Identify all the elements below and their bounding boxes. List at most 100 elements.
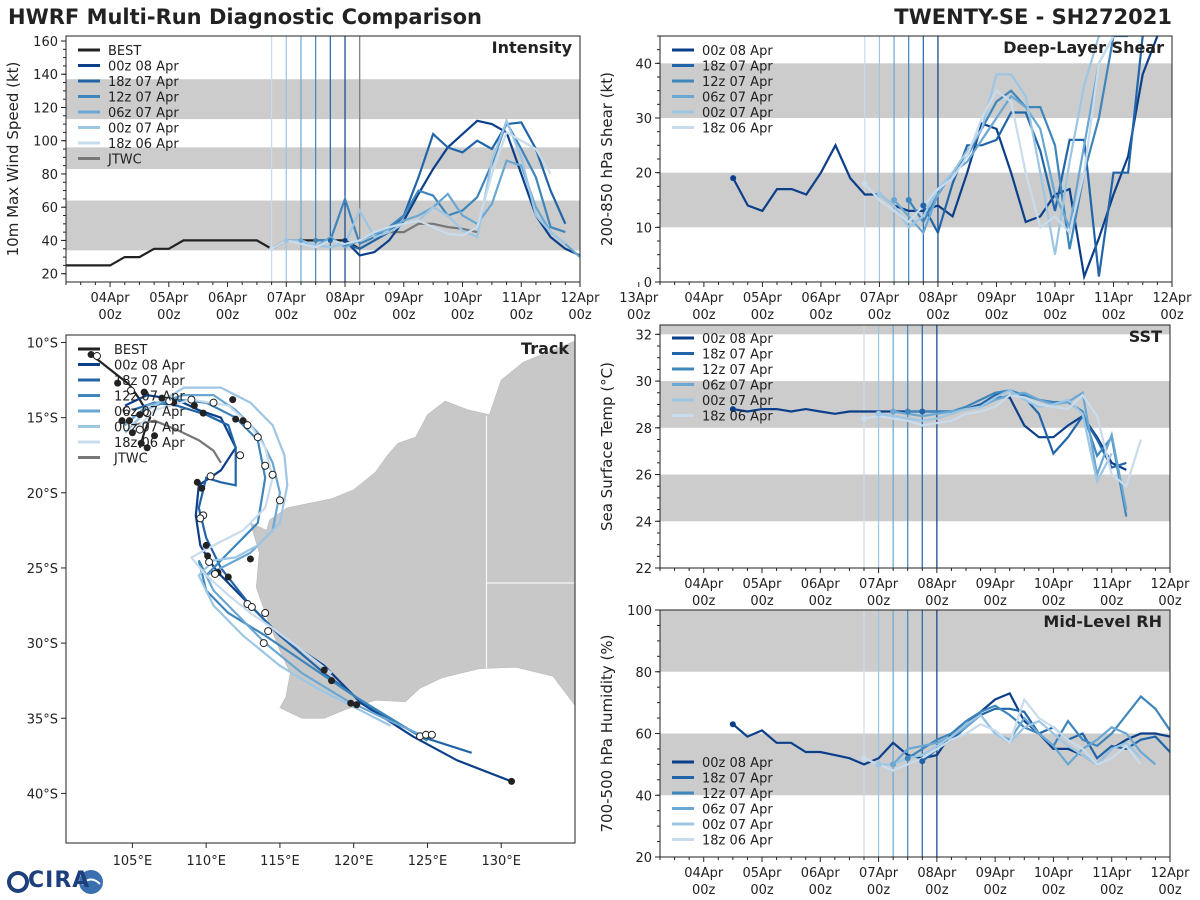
y-tick-label: 20 [635,851,652,866]
sst-y-axis-label: Sea Surface Temp (°C) [598,362,616,531]
lon-tick-label: 110°E [186,854,226,869]
y-tick-label: 160 [33,35,58,50]
x-tick-label-hour: 00z [1042,883,1066,898]
init-marker [729,721,736,728]
x-tick-label-hour: 00z [627,308,651,323]
track-marker-open [143,409,152,418]
x-tick-label: 08Apr [917,577,957,592]
x-tick-label-hour: 00z [392,308,416,323]
y-tick-label: 140 [33,68,58,83]
y-tick-label: 20 [635,167,652,182]
track-marker-open [264,627,273,636]
storm-id: TWENTY-SE - SH272021 [894,5,1172,29]
x-tick-label: 11Apr [1094,291,1134,306]
x-tick-label-hour: 00z [275,308,299,323]
x-tick-label-hour: 00z [751,308,775,323]
x-tick-label: 12Apr [1152,291,1192,306]
threshold-band [660,733,1170,796]
series-line-00z-07-apr [878,36,1100,255]
x-tick-label-hour: 00z [750,594,774,609]
lat-tick-label: 25°S [27,562,58,577]
x-tick-label-hour: 00z [216,308,240,323]
legend-label: 18z 07 Apr [108,75,179,90]
figure-title: HWRF Multi-Run Diagnostic Comparison [8,5,483,29]
init-marker [876,191,883,198]
track-marker-open [427,730,436,739]
x-tick-label-hour: 00z [868,308,892,323]
lat-tick-label: 30°S [27,637,58,652]
series-line-06z-07-apr [300,159,580,258]
x-tick-label: 11Apr [502,291,542,306]
y-tick-label: 60 [635,728,652,743]
y-tick-label: 120 [33,101,58,116]
legend-label: 18z 07 Apr [702,60,773,75]
x-tick-label-hour: 00z [1160,308,1184,323]
legend-label: 18z 07 Apr [114,374,185,389]
rh-panel: 20 40 60 80 100 04Apr 00z 05Apr 00z 06Apr 00z 07Apr… [598,604,1190,898]
legend-label: 18z 06 Apr [702,122,773,137]
track-marker-open [92,352,101,361]
lon-tick-label: 125°E [408,854,448,869]
x-tick-label-hour: 00z [510,308,534,323]
threshold-band [66,79,580,120]
init-marker [904,755,911,762]
y-tick-label: 20 [41,268,58,283]
track-marker-filled [128,429,136,437]
track-axes-frame [65,334,576,844]
y-tick-label: 22 [635,562,652,577]
legend-label: 12z 07 Apr [108,91,179,106]
x-tick-label: 09Apr [976,866,1016,881]
x-tick-label: 05Apr [743,291,783,306]
cira-logo-icon [7,870,103,894]
legend-label: 18z 06 Apr [702,410,773,425]
y-tick-label: 24 [635,515,652,530]
x-tick-label: 08Apr [917,866,957,881]
track-marker-open [122,406,131,415]
legend-label: 18z 07 Apr [702,772,773,787]
track-line-00z-07-apr [124,386,392,727]
track-marker-open [126,386,135,395]
rh-panel-title: Mid-Level RH [1043,612,1162,631]
cira-logo-text: CIRA [28,868,91,893]
track-marker-open [275,496,284,505]
init-marker [904,408,911,415]
threshold-band [660,172,1172,228]
series-line-18z-07-apr [330,121,567,251]
track-marker-open [135,425,144,434]
track-marker-filled [158,394,166,402]
track-marker-filled [151,432,159,440]
init-marker [729,406,736,413]
x-tick-label: 06Apr [801,866,841,881]
track-marker-filled [125,417,133,425]
x-tick-label: 06Apr [208,291,248,306]
track-marker-filled [198,484,206,492]
track-marker-filled [87,351,95,359]
legend-label: 06z 07 Apr [114,405,185,420]
x-tick-label-hour: 00z [1043,308,1067,323]
legend-label: 12z 07 Apr [702,75,773,90]
series-line-06z-07-apr [892,713,1157,767]
track-marker-open [268,470,277,479]
x-tick-label: 04Apr [91,291,131,306]
legend-label: 06z 07 Apr [702,91,773,106]
intensity-panel: 2040608010012014016004Apr00z05Apr00z06Ap… [4,35,659,323]
x-tick-label-hour: 00z [867,594,891,609]
x-tick-label: 07Apr [859,866,899,881]
y-tick-label: 100 [627,604,652,619]
x-tick-label-hour: 00z [1102,308,1126,323]
y-tick-label: 80 [41,168,58,183]
init-marker [890,761,897,768]
track-marker-filled [118,417,126,425]
x-tick-label-hour: 00z [451,308,475,323]
track-marker-filled [193,478,201,486]
legend-label: 18z 06 Apr [702,834,773,849]
track-marker-open [187,395,196,404]
y-tick-label: 30 [635,375,652,390]
track-marker-open [196,514,205,523]
init-marker [283,237,289,243]
x-tick-label: 06Apr [801,291,841,306]
x-tick-label: 07Apr [267,291,307,306]
lat-tick-label: 35°S [27,712,58,727]
x-tick-label: 05Apr [149,291,189,306]
init-marker [327,237,333,243]
